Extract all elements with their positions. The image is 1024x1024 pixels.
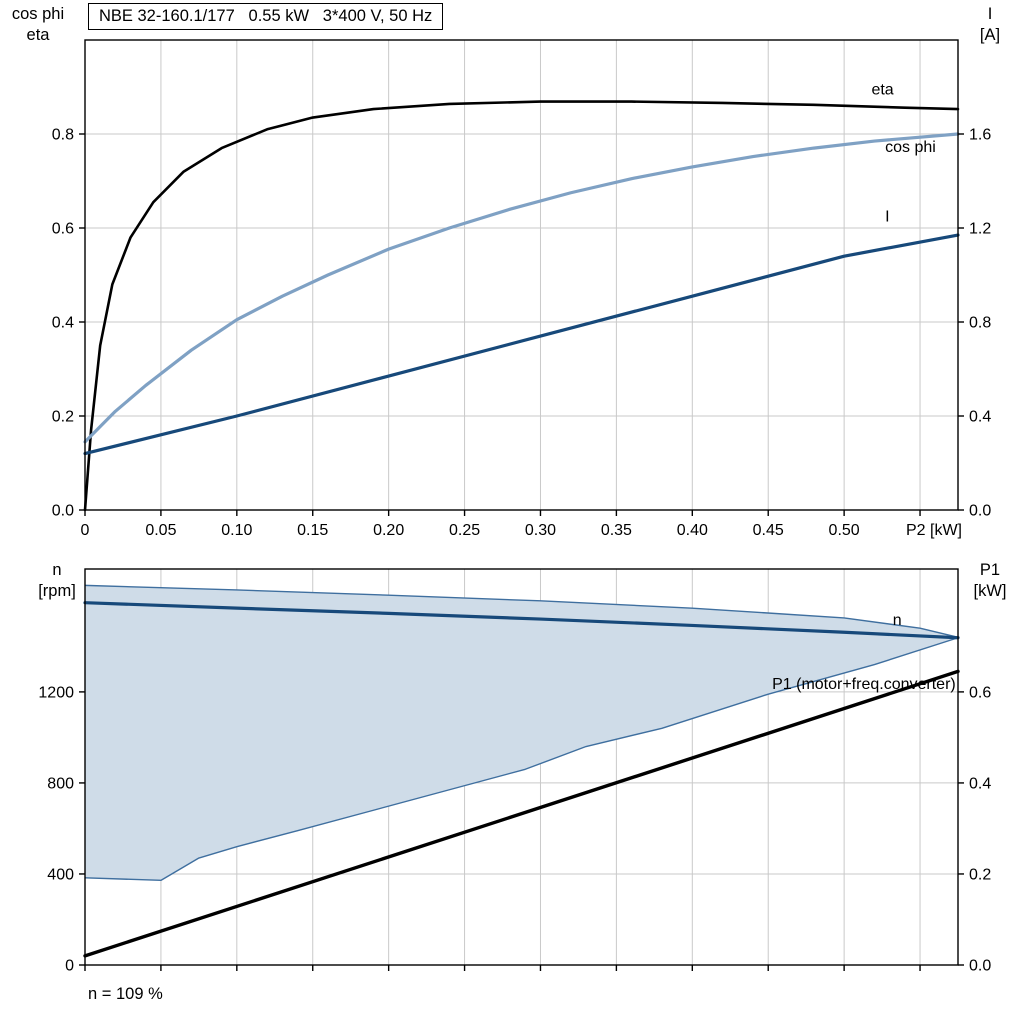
svg-text:0: 0 <box>81 522 90 539</box>
svg-text:0.6: 0.6 <box>969 684 991 701</box>
svg-text:0.50: 0.50 <box>829 522 860 539</box>
svg-text:I: I <box>885 208 889 225</box>
svg-text:cos phi: cos phi <box>885 139 936 156</box>
svg-text:eta: eta <box>871 81 893 98</box>
speed-percent-annotation: n = 109 % <box>88 985 163 1003</box>
svg-text:0.25: 0.25 <box>449 522 480 539</box>
right-axis-label-top-chart: I [A] <box>962 4 1018 46</box>
left-axis-label-line1: n <box>52 561 62 579</box>
left-axis-label-line2: eta <box>26 26 50 44</box>
right-axis-label-line1: P1 <box>979 561 1001 579</box>
svg-text:0.15: 0.15 <box>297 522 328 539</box>
bottom-chart-speed-power: 0 400 800 1200 0.0 0.2 0.4 0.6 n P1 (motor+freq.c… <box>38 568 991 975</box>
svg-text:0.0: 0.0 <box>969 958 991 975</box>
svg-text:1200: 1200 <box>38 684 74 701</box>
svg-text:0.2: 0.2 <box>52 409 74 426</box>
right-axis-label-line1: I <box>987 5 993 23</box>
left-axis-label-line2: [rpm] <box>38 582 76 600</box>
svg-text:n: n <box>893 612 902 629</box>
svg-text:0.35: 0.35 <box>601 522 632 539</box>
svg-text:P2 [kW]: P2 [kW] <box>906 522 962 539</box>
svg-text:0.05: 0.05 <box>145 522 176 539</box>
svg-text:400: 400 <box>47 866 74 883</box>
left-axis-label-bottom-chart: n [rpm] <box>26 560 88 602</box>
svg-text:0.8: 0.8 <box>52 127 74 144</box>
top-chart-eta-cosphi-current: 0.0 0.2 0.4 0.6 0.8 0.0 0.4 0.8 1.2 1.6 0 0.05 0.10 0… <box>52 39 991 539</box>
svg-text:0.4: 0.4 <box>969 775 991 792</box>
svg-text:800: 800 <box>47 775 74 792</box>
svg-text:0.4: 0.4 <box>969 409 991 426</box>
svg-text:1.2: 1.2 <box>969 221 991 238</box>
svg-text:0.20: 0.20 <box>373 522 404 539</box>
right-axis-label-line2: [kW] <box>973 582 1007 600</box>
svg-text:1.6: 1.6 <box>969 127 991 144</box>
svg-text:0.45: 0.45 <box>753 522 784 539</box>
svg-text:0.0: 0.0 <box>969 503 991 520</box>
svg-text:0.0: 0.0 <box>52 503 74 520</box>
svg-text:0.10: 0.10 <box>221 522 252 539</box>
svg-text:0.40: 0.40 <box>677 522 708 539</box>
right-axis-label-bottom-chart: P1 [kW] <box>960 560 1020 602</box>
svg-text:0.8: 0.8 <box>969 315 991 332</box>
svg-text:P1 (motor+freq.converter): P1 (motor+freq.converter) <box>772 676 956 693</box>
svg-text:0: 0 <box>65 958 74 975</box>
svg-text:0.2: 0.2 <box>969 866 991 883</box>
right-axis-label-line2: [A] <box>979 26 1001 44</box>
chart-title-box: NBE 32-160.1/177 0.55 kW 3*400 V, 50 Hz <box>88 3 444 30</box>
svg-text:0.6: 0.6 <box>52 221 74 238</box>
left-axis-label-top-chart: cos phi eta <box>2 4 74 46</box>
svg-text:0.4: 0.4 <box>52 315 74 332</box>
svg-text:0.30: 0.30 <box>525 522 556 539</box>
left-axis-label-line1: cos phi <box>11 5 65 23</box>
